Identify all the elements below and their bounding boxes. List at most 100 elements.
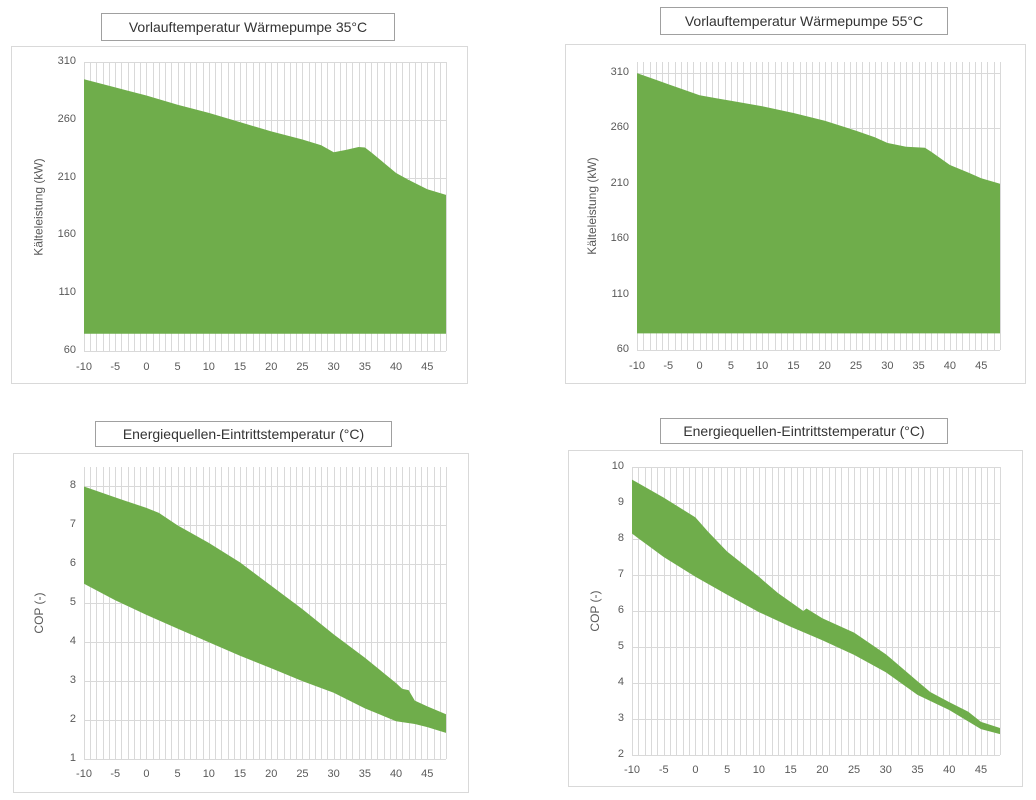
- x-tick-label: 15: [233, 768, 247, 780]
- chart3-frame: 8 7 6 5 4 3 2 1 -10 -5 0 5 10 15 20 25 30 35 40 45 COP (-): [13, 453, 469, 793]
- chart-plot: [568, 450, 1023, 787]
- x-tick-label: 20: [265, 768, 278, 780]
- y-tick-label: 160: [57, 228, 76, 241]
- y-tick-label: 310: [610, 66, 629, 79]
- x-tick-label: 30: [327, 361, 340, 373]
- x-tick-label: 25: [847, 764, 861, 776]
- y-axis-title: Kälteleistung (kW): [31, 157, 45, 256]
- y-tick-label: 60: [616, 343, 629, 355]
- y-tick-label: 110: [58, 286, 76, 299]
- x-tick-label: -5: [110, 361, 121, 373]
- chart-border: [11, 46, 468, 384]
- chart-plot: [13, 453, 469, 793]
- y-axis-title: Kälteleistung (kW): [585, 157, 599, 255]
- x-tick-label: 40: [943, 764, 956, 776]
- x-tick-label: 25: [296, 361, 309, 373]
- y-tick-label: 4: [617, 676, 624, 688]
- x-tick-label: 45: [975, 360, 988, 372]
- y-tick-label: 6: [69, 557, 76, 570]
- y-axis-title: COP (-): [32, 592, 46, 634]
- y-axis-title: COP (-): [588, 590, 602, 632]
- x-tick-label: 0: [143, 361, 150, 373]
- area-series: [84, 79, 446, 334]
- x-tick-label: -5: [110, 768, 121, 780]
- x-tick-label: 40: [943, 360, 957, 372]
- x-tick-label: 45: [421, 361, 434, 373]
- area-series: [637, 73, 1000, 334]
- y-tick-label: 7: [617, 568, 624, 580]
- x-tick-label: 20: [265, 361, 278, 373]
- chart2-frame: 310 260 210 160 110 60 -10 -5 0 5 10 15 20 25 30 35 40 45…: [565, 44, 1026, 384]
- area-series: [632, 479, 1000, 735]
- x-tick-label: 5: [727, 360, 734, 372]
- x-tick-label: 15: [784, 764, 797, 776]
- y-tick-label: 210: [610, 176, 629, 189]
- x-tick-label: 35: [912, 360, 925, 372]
- x-tick-label: 10: [756, 360, 769, 372]
- y-tick-label: 7: [69, 518, 76, 531]
- x-tick-label: 5: [174, 361, 181, 373]
- x-tick-label: 35: [358, 768, 371, 780]
- chart2-title: Vorlauftemperatur Wärmepumpe 55°C: [660, 7, 948, 35]
- x-tick-label: 15: [233, 361, 247, 373]
- chart-plot: [565, 44, 1026, 384]
- chart-plot: [11, 46, 468, 384]
- x-tick-label: -10: [629, 360, 645, 372]
- chart1-title: Vorlauftemperatur Wärmepumpe 35°C: [101, 13, 395, 41]
- x-tick-label: 0: [692, 764, 699, 776]
- y-tick-label: 2: [617, 748, 624, 760]
- x-tick-label: 15: [787, 360, 800, 372]
- x-tick-label: 35: [911, 764, 924, 776]
- x-tick-label: 35: [358, 361, 371, 373]
- y-tick-label: 160: [610, 232, 629, 245]
- x-tick-label: 5: [724, 764, 731, 776]
- area-series: [84, 486, 446, 733]
- y-tick-label: 3: [69, 674, 76, 687]
- y-tick-label: 4: [69, 635, 76, 648]
- chart4-frame: 10 9 8 7 6 5 4 3 2 -10 -5 0 5 10 15 20 25 30 35 40 45 COP (-): [568, 450, 1023, 787]
- x-tick-label: 30: [879, 764, 892, 776]
- y-tick-label: 60: [63, 344, 76, 356]
- x-tick-label: -5: [658, 764, 669, 776]
- y-tick-label: 5: [69, 596, 76, 609]
- x-tick-label: -10: [624, 764, 640, 776]
- chart4-title: Energiequellen-Eintrittstemperatur (°C): [660, 418, 948, 444]
- y-tick-label: 6: [617, 604, 624, 616]
- chart1-frame: 310 260 210 160 110 60 -10 -5 0 5 10 15 20 25 30 35 40 45…: [11, 46, 468, 384]
- x-tick-label: 20: [816, 764, 829, 776]
- x-tick-label: 45: [421, 768, 434, 780]
- x-tick-label: -5: [663, 360, 674, 372]
- y-tick-label: 260: [610, 121, 629, 134]
- y-tick-label: 310: [57, 55, 76, 67]
- x-tick-label: 25: [296, 768, 309, 780]
- gridlines: [632, 467, 1001, 756]
- chart-border: [13, 453, 469, 793]
- x-tick-label: 40: [389, 361, 403, 373]
- y-tick-label: 110: [611, 287, 629, 300]
- x-tick-label: -10: [76, 768, 92, 780]
- y-tick-label: 210: [57, 170, 76, 183]
- x-tick-label: 5: [174, 768, 181, 780]
- x-tick-label: 10: [752, 764, 766, 776]
- chart3-title: Energiequellen-Eintrittstemperatur (°C): [95, 421, 392, 447]
- x-tick-label: 0: [143, 768, 150, 780]
- x-tick-label: 10: [202, 768, 215, 780]
- y-tick-label: 3: [617, 712, 624, 724]
- chart-border: [568, 450, 1023, 787]
- x-tick-label: 45: [974, 764, 988, 776]
- x-tick-label: -10: [76, 361, 92, 373]
- x-tick-label: 25: [849, 360, 863, 372]
- x-tick-label: 30: [327, 768, 340, 780]
- x-tick-label: 30: [881, 360, 894, 372]
- x-tick-label: 0: [696, 360, 703, 372]
- y-tick-label: 260: [57, 112, 76, 125]
- y-tick-label: 9: [617, 496, 624, 508]
- y-tick-label: 5: [617, 640, 624, 652]
- y-tick-label: 8: [617, 532, 624, 544]
- x-tick-label: 40: [389, 768, 403, 780]
- chart-border: [565, 44, 1026, 384]
- x-tick-label: 20: [818, 360, 831, 372]
- x-tick-label: 10: [202, 361, 215, 373]
- y-tick-label: 1: [69, 752, 76, 764]
